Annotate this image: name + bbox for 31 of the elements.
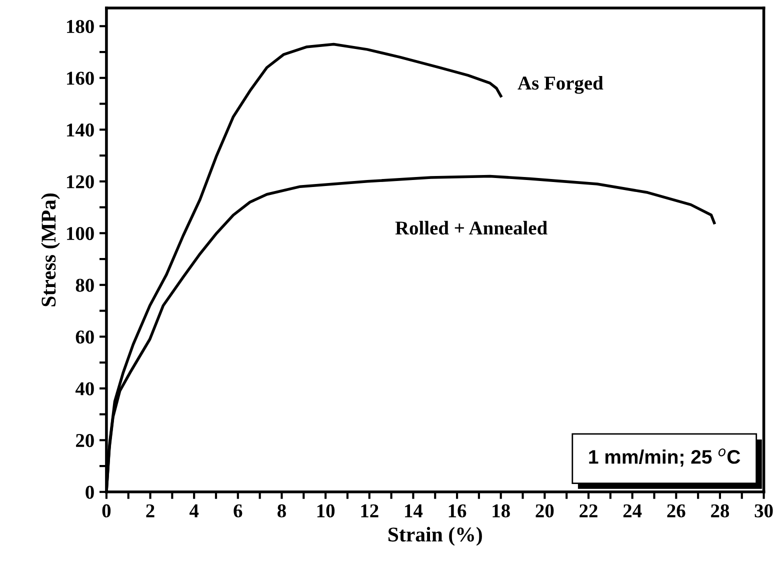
y-tick-label: 80 bbox=[76, 278, 94, 292]
x-tick-label: 6 bbox=[234, 504, 242, 518]
y-tick-label: 140 bbox=[67, 123, 94, 137]
x-tick-label: 20 bbox=[536, 504, 554, 518]
y-tick-label: 60 bbox=[76, 330, 94, 344]
x-tick-label: 10 bbox=[317, 504, 335, 518]
x-tick-label: 22 bbox=[580, 504, 598, 518]
x-tick-label: 26 bbox=[667, 504, 686, 518]
x-tick-label: 16 bbox=[448, 504, 466, 518]
y-tick-label: 0 bbox=[86, 486, 94, 499]
x-tick-label: 14 bbox=[405, 504, 423, 518]
text: Rolled + Annealed bbox=[395, 220, 548, 235]
y-tick-label: 20 bbox=[76, 434, 94, 448]
x-tick-label: 12 bbox=[361, 504, 378, 518]
y-tick-label: 180 bbox=[67, 20, 94, 34]
x-tick-label: 4 bbox=[190, 504, 199, 518]
series-label: As Forged bbox=[518, 76, 604, 94]
x-tick-label: 24 bbox=[623, 504, 642, 518]
y-tick-label: 160 bbox=[67, 72, 94, 85]
x-tick-label: 18 bbox=[492, 504, 510, 518]
x-tick-label: 2 bbox=[146, 504, 154, 518]
y-tick-label: 40 bbox=[75, 382, 94, 396]
x-tick-label: 8 bbox=[278, 504, 286, 518]
y-tick-label: 120 bbox=[67, 175, 94, 188]
x-tick-label: 28 bbox=[711, 504, 730, 518]
annotation: 1 mm/min; 25 $^{o}$C bbox=[589, 448, 740, 467]
y-tick-label: 100 bbox=[67, 226, 94, 240]
x-tick-label: 30 bbox=[754, 504, 773, 518]
x-tick-label: 0 bbox=[102, 504, 111, 518]
y-axis-title: Stress (MPa) bbox=[41, 194, 60, 306]
x-axis-title: Strain (%) bbox=[388, 526, 482, 546]
